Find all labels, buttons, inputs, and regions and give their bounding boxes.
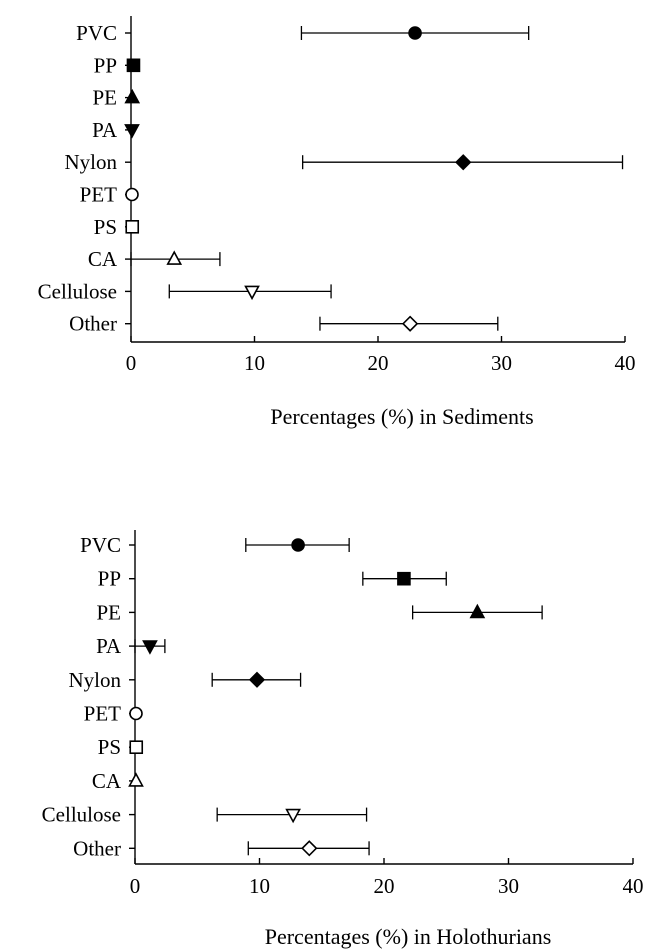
x-axis-title: Percentages (%) in Sediments [270, 404, 533, 429]
data-point-cellulose [244, 285, 260, 301]
data-point-nylon [455, 154, 472, 171]
data-point-other [401, 315, 419, 332]
x-tick-label: 10 [244, 351, 265, 375]
data-point-pp [126, 58, 141, 73]
category-label: PE [92, 86, 117, 110]
data-point-pp [397, 571, 411, 586]
chart-panel-sediments: 0 10 20 30 40 PVC PP PE PA Nylon PET PS CA Cellulose O… [38, 16, 636, 429]
data-point-pa [124, 124, 140, 139]
data-point-pet [125, 187, 139, 202]
x-tick-label: 40 [623, 874, 644, 898]
data-point-cellulose [285, 808, 301, 824]
data-point-pe [124, 88, 141, 104]
x-tick-label: 0 [130, 874, 141, 898]
category-label: CA [88, 247, 118, 271]
category-label: CA [92, 769, 122, 793]
data-point-pvc [408, 26, 422, 40]
category-label: Cellulose [38, 279, 117, 303]
category-label: PP [94, 53, 117, 77]
category-label: Nylon [65, 150, 118, 174]
category-label: PE [96, 600, 121, 624]
x-tick-label: 40 [615, 351, 636, 375]
category-label: PET [84, 702, 122, 726]
data-point-ca [166, 250, 183, 265]
category-label: Cellulose [42, 803, 121, 827]
data-point-ps [129, 740, 144, 755]
data-point-ps [125, 220, 140, 234]
x-axis-title: Percentages (%) in Holothurians [265, 924, 552, 949]
category-label: PA [96, 634, 122, 658]
category-label: PVC [76, 21, 117, 45]
x-tick-label: 30 [491, 351, 512, 375]
x-tick-label: 30 [498, 874, 519, 898]
data-point-pvc [291, 538, 305, 552]
category-label: Other [69, 312, 117, 336]
category-label: PS [94, 215, 117, 239]
x-tick-label: 20 [368, 351, 389, 375]
data-point-ca [128, 772, 144, 787]
x-tick-label: 10 [249, 874, 270, 898]
category-label: PP [98, 567, 121, 591]
x-tick-label: 0 [126, 351, 137, 375]
data-point-nylon [248, 671, 266, 688]
data-point-pa [142, 640, 158, 655]
category-label: Nylon [69, 668, 122, 692]
chart-panel-holothurians: 0 10 20 30 40 PVC PP PE PA Nylon PET PS CA Cellulose O… [42, 530, 644, 949]
category-label: PVC [80, 533, 121, 557]
data-point-other [301, 840, 318, 857]
category-label: PS [98, 735, 121, 759]
data-point-pet [129, 706, 143, 721]
data-point-pe [469, 603, 486, 619]
category-label: PET [80, 183, 118, 207]
category-label: PA [92, 118, 118, 142]
x-tick-label: 20 [374, 874, 395, 898]
category-label: Other [73, 836, 121, 860]
